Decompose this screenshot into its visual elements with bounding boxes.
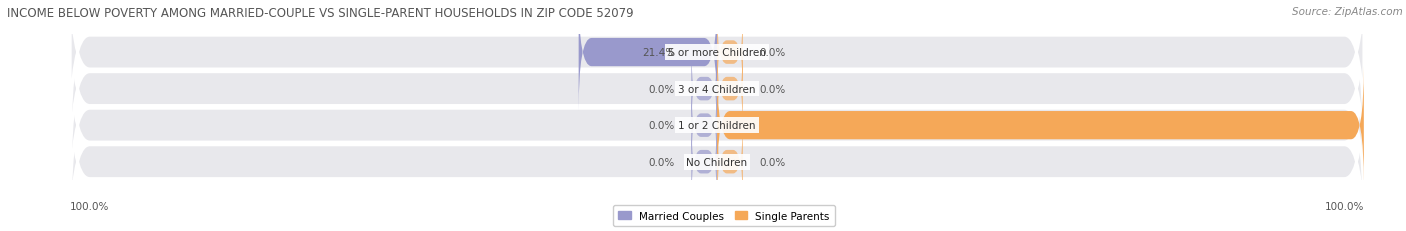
FancyBboxPatch shape [692, 46, 717, 132]
Text: No Children: No Children [686, 157, 748, 167]
Text: 100.0%: 100.0% [1324, 201, 1364, 211]
FancyBboxPatch shape [717, 67, 1364, 184]
Text: 0.0%: 0.0% [759, 48, 786, 58]
Text: 100.0%: 100.0% [70, 201, 110, 211]
FancyBboxPatch shape [717, 10, 742, 96]
FancyBboxPatch shape [579, 0, 717, 112]
Text: INCOME BELOW POVERTY AMONG MARRIED-COUPLE VS SINGLE-PARENT HOUSEHOLDS IN ZIP COD: INCOME BELOW POVERTY AMONG MARRIED-COUPL… [7, 7, 634, 20]
Text: 100.0%: 100.0% [1381, 121, 1406, 131]
Text: 0.0%: 0.0% [759, 157, 786, 167]
FancyBboxPatch shape [70, 70, 1364, 231]
Text: 0.0%: 0.0% [759, 84, 786, 94]
Text: Source: ZipAtlas.com: Source: ZipAtlas.com [1292, 7, 1403, 17]
Text: 21.4%: 21.4% [643, 48, 675, 58]
Legend: Married Couples, Single Parents: Married Couples, Single Parents [613, 206, 835, 226]
FancyBboxPatch shape [692, 119, 717, 205]
FancyBboxPatch shape [692, 83, 717, 168]
Text: 3 or 4 Children: 3 or 4 Children [678, 84, 756, 94]
FancyBboxPatch shape [717, 46, 742, 132]
FancyBboxPatch shape [70, 33, 1364, 218]
FancyBboxPatch shape [717, 119, 742, 205]
Text: 1 or 2 Children: 1 or 2 Children [678, 121, 756, 131]
FancyBboxPatch shape [70, 0, 1364, 145]
Text: 0.0%: 0.0% [648, 157, 675, 167]
Text: 0.0%: 0.0% [648, 84, 675, 94]
Text: 5 or more Children: 5 or more Children [668, 48, 766, 58]
Text: 0.0%: 0.0% [648, 121, 675, 131]
FancyBboxPatch shape [70, 0, 1364, 182]
